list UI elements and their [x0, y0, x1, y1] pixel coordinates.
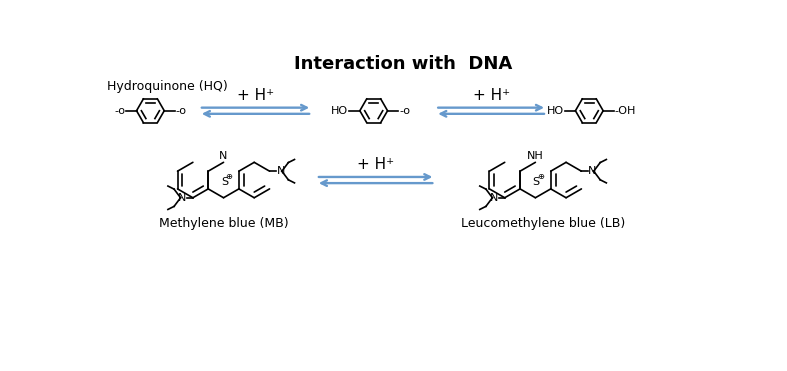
Text: -o: -o — [176, 106, 187, 116]
Text: N: N — [178, 193, 186, 203]
Text: ⊕: ⊕ — [538, 173, 545, 181]
Text: HO: HO — [331, 106, 349, 116]
Text: Methylene blue (MB): Methylene blue (MB) — [159, 217, 288, 230]
Text: NH: NH — [527, 151, 544, 161]
Text: N: N — [490, 193, 498, 203]
Text: S: S — [220, 177, 228, 187]
Text: + H⁺: + H⁺ — [237, 88, 274, 103]
Text: HO: HO — [547, 106, 563, 116]
Text: ⊕: ⊕ — [225, 173, 232, 181]
Text: -OH: -OH — [615, 106, 636, 116]
Text: + H⁺: + H⁺ — [472, 88, 510, 103]
Text: S: S — [533, 177, 540, 187]
Text: Hydroquinone (HQ): Hydroquinone (HQ) — [106, 80, 227, 93]
Text: -o: -o — [114, 106, 125, 116]
Text: Interaction with  DNA: Interaction with DNA — [294, 55, 512, 72]
Text: Leucomethylene blue (LB): Leucomethylene blue (LB) — [461, 217, 625, 230]
Text: + H⁺: + H⁺ — [357, 157, 394, 173]
Text: N: N — [220, 151, 227, 161]
Text: -o: -o — [399, 106, 410, 116]
Text: N: N — [589, 166, 597, 176]
Text: N: N — [276, 166, 285, 176]
